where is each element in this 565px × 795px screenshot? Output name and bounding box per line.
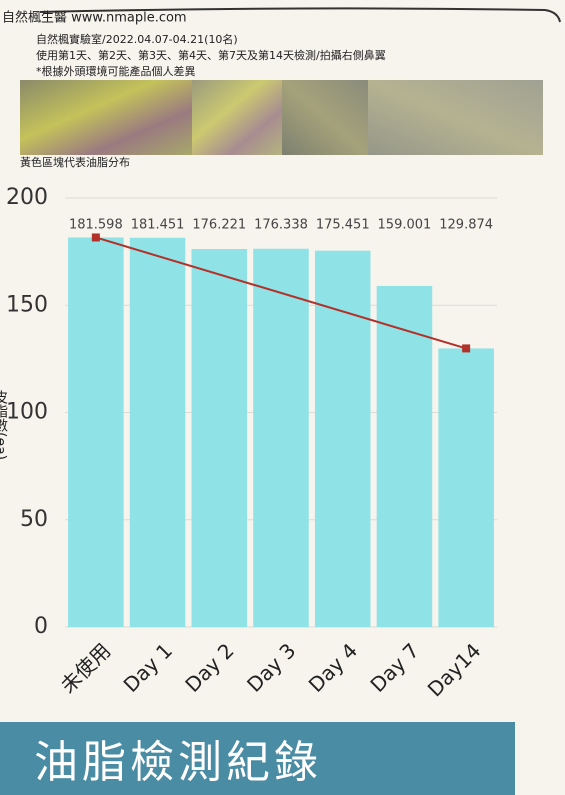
bar <box>438 348 494 627</box>
value-label: 176.338 <box>254 218 308 233</box>
brand: 自然楓生醫 www.nmaple.com <box>2 10 187 26</box>
x-tick-label: Day 7 <box>365 638 423 696</box>
y-tick-label: 0 <box>34 614 48 639</box>
bar <box>376 285 433 627</box>
y-axis-label: 皮脂數(ea) <box>0 390 8 460</box>
x-tick-label: Day 4 <box>304 638 362 696</box>
x-tick-label: Day14 <box>423 638 486 701</box>
frame-arc <box>39 7 561 23</box>
value-label: 129.874 <box>439 218 493 233</box>
y-tick-label: 150 <box>6 292 48 317</box>
value-label: 176.221 <box>192 218 246 233</box>
x-tick-label: 未使用 <box>56 638 115 697</box>
photo-strip <box>20 80 543 155</box>
trend-marker <box>462 344 471 353</box>
x-tick-label: Day 3 <box>242 638 300 696</box>
x-tick-label: Day 2 <box>180 638 238 696</box>
value-label: 181.451 <box>131 218 185 233</box>
banner-title: 油脂檢測紀錄 <box>34 737 322 788</box>
y-tick-label: 50 <box>20 507 48 532</box>
bar <box>68 237 124 627</box>
x-tick-label: Day 1 <box>119 638 177 696</box>
header-line: 自然楓實驗室/2022.04.07-04.21(10名) <box>36 32 238 46</box>
y-tick-label: 200 <box>6 185 48 210</box>
y-tick-label: 100 <box>6 400 48 425</box>
bar <box>253 248 309 627</box>
bar <box>314 250 371 628</box>
bar <box>191 249 248 627</box>
header-line: 使用第1天、第2天、第3天、第4天、第7天及第14天檢測/拍攝右側鼻翼 <box>36 48 386 62</box>
trend-line <box>95 236 467 350</box>
caption: 黃色區塊代表油脂分布 <box>20 155 130 169</box>
banner <box>0 722 515 795</box>
value-label: 181.598 <box>69 218 123 233</box>
value-label: 175.451 <box>316 218 370 233</box>
bar <box>129 237 186 627</box>
header-line: *根據外頭環境可能產品個人差異 <box>36 64 196 78</box>
trend-marker <box>91 233 100 242</box>
value-label: 159.001 <box>378 218 432 233</box>
